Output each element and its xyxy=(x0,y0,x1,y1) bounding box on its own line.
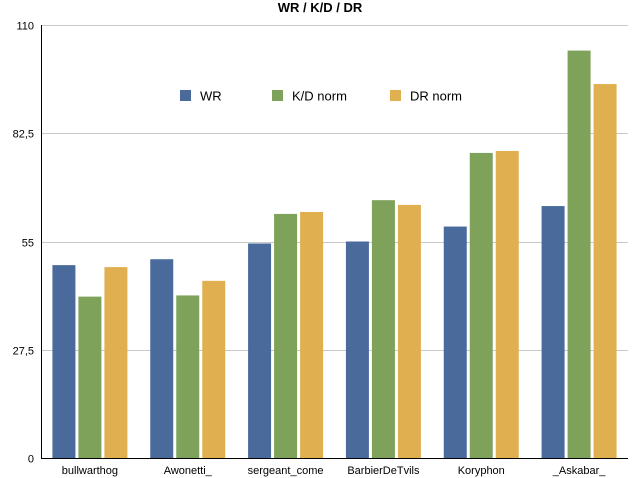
bar xyxy=(495,150,519,459)
axes: 0 27,5 55 82,5 110 bullwarthog Awonetti_ sergea… xyxy=(13,21,628,477)
bars xyxy=(52,50,617,459)
bar xyxy=(78,296,102,458)
bar xyxy=(397,204,421,458)
grid-lines xyxy=(41,25,628,351)
y-tick-label: 110 xyxy=(16,21,34,33)
bar xyxy=(150,259,174,458)
x-tick-label: bullwarthog xyxy=(62,465,118,477)
bar xyxy=(248,243,272,458)
bar xyxy=(345,241,369,458)
legend-swatch xyxy=(272,90,283,101)
bar xyxy=(300,211,324,458)
chart-title: WR / K/D / DR xyxy=(278,0,363,15)
bar xyxy=(541,206,565,458)
legend-label: K/D norm xyxy=(292,89,347,104)
x-tick-label: Awonetti_ xyxy=(164,465,213,477)
bar xyxy=(567,50,591,458)
legend: WR K/D norm DR norm xyxy=(180,89,462,104)
bar xyxy=(469,152,493,458)
legend-swatch xyxy=(390,90,401,101)
bar xyxy=(104,267,128,458)
x-tick-label: sergeant_come xyxy=(248,465,324,477)
bar xyxy=(371,200,395,458)
bar xyxy=(274,213,298,458)
bar xyxy=(443,226,467,458)
bar xyxy=(52,265,76,458)
y-tick-label: 82,5 xyxy=(13,129,34,141)
bar xyxy=(593,84,617,458)
legend-label: DR norm xyxy=(410,89,462,104)
bar xyxy=(176,295,200,458)
y-tick-label: 55 xyxy=(22,238,34,250)
y-tick-label: 0 xyxy=(28,454,34,466)
legend-swatch xyxy=(180,90,191,101)
x-tick-label: Koryphon xyxy=(458,465,505,477)
x-tick-label: _Askabar_ xyxy=(552,465,606,477)
x-tick-label: BarbierDeTvils xyxy=(347,465,420,477)
y-tick-label: 27,5 xyxy=(13,346,34,358)
bar xyxy=(202,280,226,458)
legend-label: WR xyxy=(200,89,222,104)
